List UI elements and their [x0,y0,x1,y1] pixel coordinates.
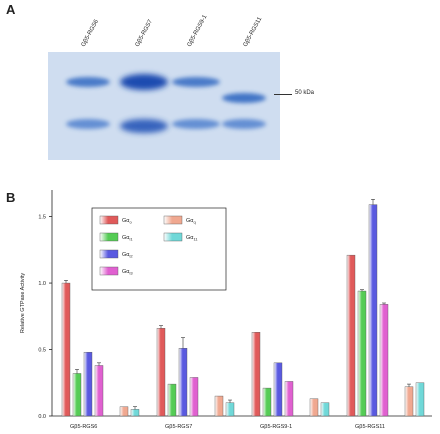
gtpase-bar-chart: 0.0 0.5 1.0 1.5 Relative GTPase Activity Gβ5… [20,190,432,430]
bar-2-3 [284,381,294,417]
chart-axes: 0.0 0.5 1.0 1.5 Relative GTPase Activity [20,190,432,420]
legend-label: Gαi3 [122,269,133,276]
panel-a-label: A [6,2,16,17]
legend-label: Gαo [122,218,132,225]
marker-label: 50 kDa [295,90,315,96]
panel-b-label: B [6,190,16,205]
bar-3-4 [404,386,414,417]
x-category-label: Gβ5-RGS11 [355,424,385,430]
bar-1-1 [167,383,177,417]
bar-0-2 [83,351,93,417]
y-tick-label: 1.5 [38,215,46,221]
legend-swatch [99,232,119,242]
legend-swatch [163,215,183,225]
bar-1-3 [189,377,199,417]
legend-swatch [99,249,119,259]
chart-bars: Gβ5-RGS6 Gβ5-RGS7 Gβ5-RGS9-1 Gβ5-RGS11 [61,199,425,430]
legend-swatch [99,215,119,225]
bar-0-3 [94,365,104,417]
bar-0-0 [61,282,71,417]
x-category-label: Gβ5-RGS9-1 [260,424,292,430]
bar-0-1 [72,373,82,417]
lane-label-rgs7: Gβ5-RGS7 [134,18,154,48]
bar-2-4 [309,398,319,417]
bar-0-5 [130,409,140,417]
bar-3-3 [379,304,389,417]
legend-swatch [99,266,119,276]
bar-1-2 [178,347,188,417]
bar-1-4 [214,395,224,417]
bar-3-1 [357,290,367,417]
bar-2-5 [320,402,330,417]
chart-legend: Gαo Gαi1 Gαi2 Gαi3 Gαq Gα11 [91,207,227,291]
legend-swatch [163,232,183,242]
bar-2-2 [273,362,283,417]
y-tick-label: 0.5 [38,348,46,354]
legend-label: Gαi2 [122,252,133,259]
y-tick-label: 0.0 [38,414,46,420]
y-axis-label: Relative GTPase Activity [20,273,26,333]
bar-1-5 [225,402,235,417]
legend-label: Gα11 [186,235,198,242]
gel-image [48,52,280,160]
x-category-label: Gβ5-RGS7 [165,424,192,430]
bar-3-2 [368,204,378,417]
x-category-label: Gβ5-RGS6 [70,424,97,430]
legend-label: Gαi1 [122,235,133,242]
bar-2-0 [251,332,261,417]
bar-2-1 [262,387,272,417]
bar-3-0 [346,254,356,417]
marker-line [274,94,292,95]
lane-label-rgs11: Gβ5-RGS11 [242,16,264,48]
y-tick-label: 1.0 [38,281,46,287]
bar-0-4 [119,406,129,417]
legend-label: Gαq [186,218,196,225]
bar-1-0 [156,328,166,417]
lane-label-rgs9-1: Gβ5-RGS9-1 [186,14,209,49]
bar-3-5 [415,382,425,417]
lane-label-rgs6: Gβ5-RGS6 [80,18,100,48]
